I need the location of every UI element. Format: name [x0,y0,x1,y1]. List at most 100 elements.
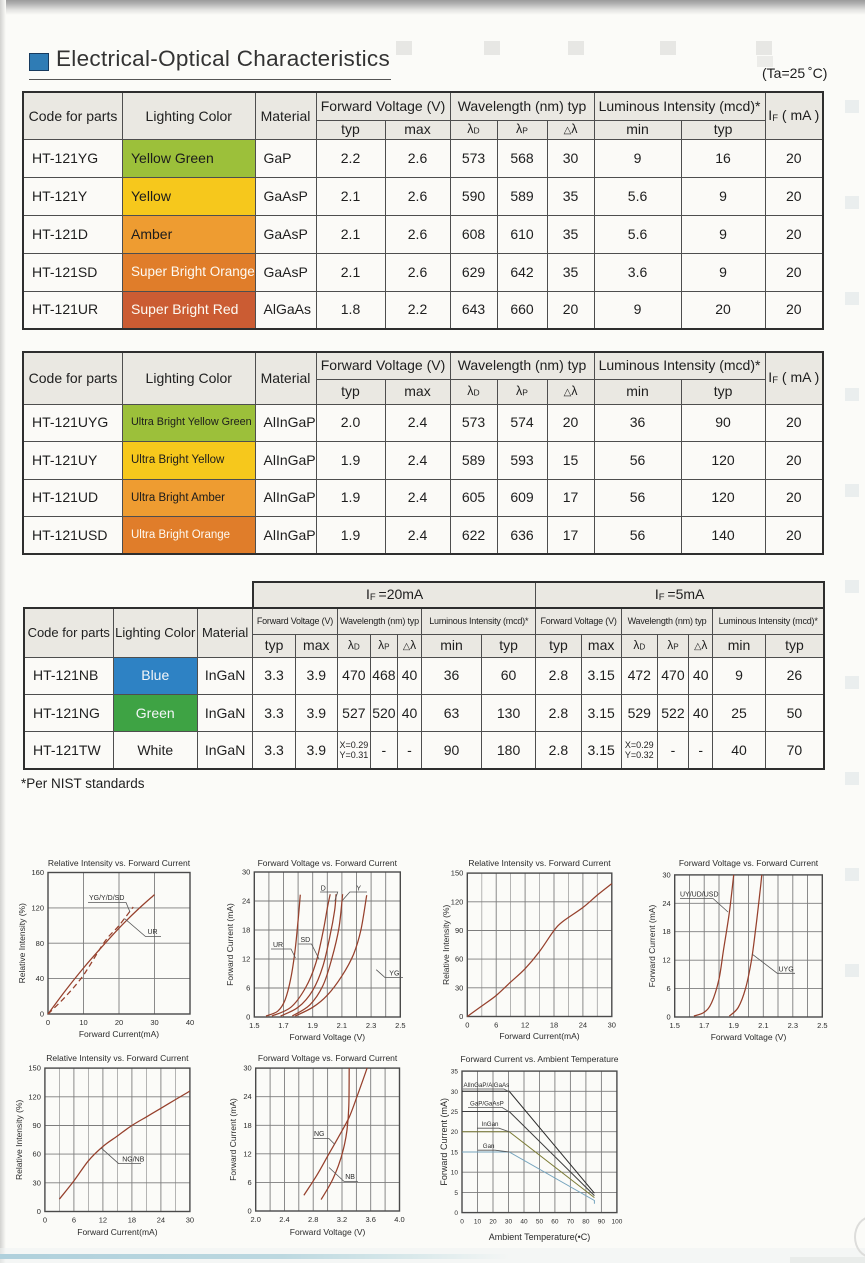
svg-text:Y: Y [356,886,361,893]
svg-text:150: 150 [28,1064,41,1073]
svg-text:Gan: Gan [483,1143,495,1150]
svg-text:100: 100 [611,1219,622,1226]
svg-text:UYG: UYG [779,967,794,974]
svg-text:Forward Current (mA): Forward Current (mA) [228,1098,238,1181]
svg-text:40: 40 [520,1219,528,1226]
svg-text:40: 40 [36,974,44,983]
svg-text:YG: YG [389,971,399,978]
svg-text:0: 0 [37,1207,41,1216]
svg-text:1.7: 1.7 [699,1021,709,1030]
svg-text:12: 12 [242,955,250,964]
svg-text:30: 30 [243,1064,251,1073]
svg-text:0: 0 [454,1210,458,1217]
svg-text:20: 20 [451,1129,459,1136]
svg-text:Relative Intensity vs. Forward: Relative Intensity vs. Forward Current [48,858,191,868]
svg-text:0: 0 [667,1013,671,1022]
svg-text:90: 90 [455,926,463,935]
svg-text:120: 120 [28,1092,41,1101]
svg-text:1.9: 1.9 [728,1021,738,1030]
svg-text:2.5: 2.5 [395,1021,405,1030]
svg-text:3.2: 3.2 [337,1215,347,1224]
svg-text:2.3: 2.3 [366,1021,376,1030]
svg-text:24: 24 [243,1092,251,1101]
svg-text:Forward Current(mA): Forward Current(mA) [77,1227,157,1237]
svg-text:UR: UR [148,929,158,936]
svg-text:18: 18 [243,1121,251,1130]
svg-text:30: 30 [150,1018,158,1027]
svg-text:12: 12 [243,1149,251,1158]
svg-text:GaP/GaAsP: GaP/GaAsP [470,1100,504,1107]
svg-text:2.1: 2.1 [337,1021,347,1030]
svg-text:12: 12 [521,1021,529,1030]
svg-text:30: 30 [451,1089,459,1096]
svg-text:2.0: 2.0 [250,1215,260,1224]
svg-text:0: 0 [465,1021,469,1030]
svg-text:120: 120 [31,903,44,912]
svg-text:Forward Voltage (V): Forward Voltage (V) [290,1032,366,1042]
svg-text:30: 30 [662,870,670,879]
svg-text:80: 80 [36,939,44,948]
svg-text:2.5: 2.5 [817,1021,827,1030]
svg-text:70: 70 [567,1219,575,1226]
svg-text:18: 18 [662,927,670,936]
svg-text:160: 160 [31,868,44,877]
svg-text:0: 0 [46,1018,50,1027]
svg-text:Relative Intensity vs. Forward: Relative Intensity vs. Forward Current [46,1053,189,1063]
svg-text:1.7: 1.7 [278,1021,288,1030]
svg-text:NG: NG [314,1131,325,1138]
svg-text:0: 0 [246,1013,250,1022]
svg-text:Forward Current (mA): Forward Current (mA) [647,905,657,988]
svg-text:90: 90 [598,1219,606,1226]
svg-text:0: 0 [460,1219,464,1226]
svg-text:20: 20 [489,1219,497,1226]
svg-text:30: 30 [505,1219,513,1226]
svg-text:Forward Voltage vs. Forward Cu: Forward Voltage vs. Forward Current [258,858,398,868]
svg-text:Forward Current (mA): Forward Current (mA) [439,1098,449,1186]
svg-text:6: 6 [494,1021,498,1030]
svg-text:Forward Voltage (V): Forward Voltage (V) [290,1227,366,1237]
svg-text:Forward Voltage (V): Forward Voltage (V) [711,1032,787,1042]
svg-text:2.4: 2.4 [279,1215,289,1224]
svg-text:Forward Current(mA): Forward Current(mA) [79,1029,159,1039]
svg-text:30: 30 [455,983,463,992]
svg-text:18: 18 [128,1216,136,1225]
svg-text:Ambient Temperature(•C): Ambient Temperature(•C) [489,1232,591,1242]
svg-text:10: 10 [451,1170,459,1177]
svg-text:6: 6 [72,1216,76,1225]
svg-text:24: 24 [662,899,670,908]
svg-text:AlInGaP/AlGaAs: AlInGaP/AlGaAs [464,1082,510,1089]
svg-text:0: 0 [459,1012,463,1021]
svg-text:InGan: InGan [482,1121,499,1128]
svg-text:0: 0 [248,1207,252,1216]
svg-text:3.6: 3.6 [365,1215,375,1224]
svg-text:0: 0 [43,1216,47,1225]
svg-text:90: 90 [33,1121,41,1130]
svg-text:60: 60 [33,1150,41,1159]
svg-text:Relative Intensity vs. Forward: Relative Intensity vs. Forward Current [468,858,611,868]
svg-text:Relative Intensity (%): Relative Intensity (%) [14,1099,24,1179]
svg-text:40: 40 [186,1018,194,1027]
svg-text:20: 20 [115,1018,123,1027]
svg-text:D: D [321,886,326,893]
svg-text:12: 12 [99,1216,107,1225]
svg-text:Forward Voltage vs. Forward Cu: Forward Voltage vs. Forward Current [679,858,819,868]
svg-text:24: 24 [242,897,250,906]
svg-text:10: 10 [79,1018,87,1027]
svg-text:15: 15 [451,1150,459,1157]
svg-text:Relative Intensity (%): Relative Intensity (%) [441,904,451,984]
svg-text:Forward Current(mA): Forward Current(mA) [499,1031,579,1041]
svg-text:18: 18 [550,1021,558,1030]
svg-text:Relative Intensity (%): Relative Intensity (%) [17,903,27,983]
svg-text:50: 50 [536,1219,544,1226]
svg-text:24: 24 [579,1021,587,1030]
svg-text:18: 18 [242,926,250,935]
svg-text:6: 6 [248,1178,252,1187]
svg-text:2.1: 2.1 [758,1021,768,1030]
svg-text:NG/NB: NG/NB [122,1157,145,1164]
svg-text:30: 30 [33,1178,41,1187]
svg-text:30: 30 [242,868,250,877]
svg-text:60: 60 [551,1219,559,1226]
svg-text:Forward Current vs. Ambient T: Forward Current vs. Ambient Temperature [460,1054,618,1064]
svg-text:Forward Current (mA): Forward Current (mA) [225,903,235,986]
svg-text:120: 120 [451,897,464,906]
